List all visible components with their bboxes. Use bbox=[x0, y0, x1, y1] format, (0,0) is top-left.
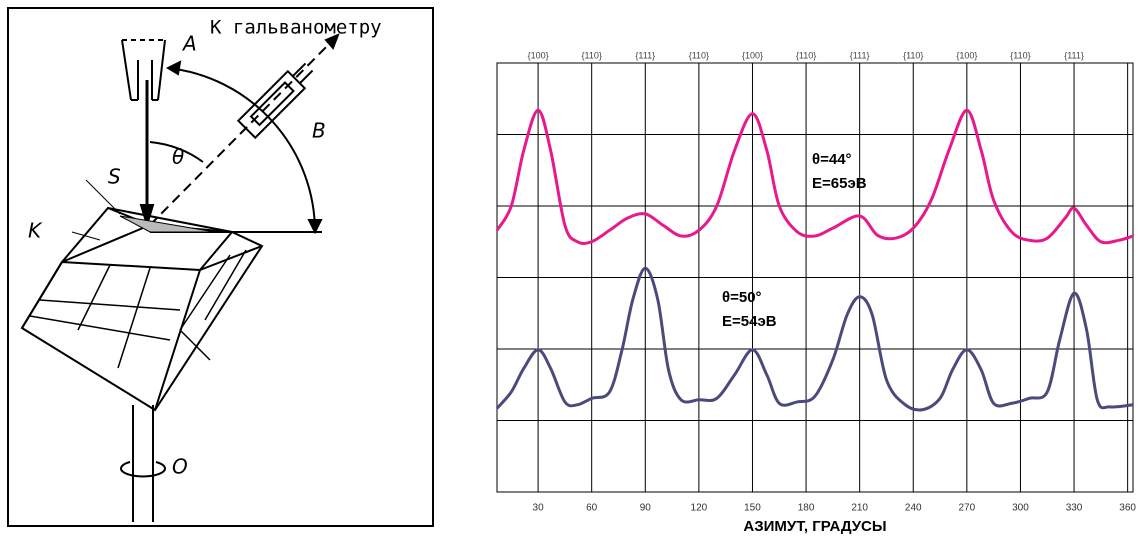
x-tick-label: 210 bbox=[851, 503, 868, 514]
apparatus-diagram: A B К гальванометру θ S K O bbox=[7, 7, 434, 527]
funnel bbox=[121, 39, 166, 101]
annotation: θ=44° bbox=[812, 151, 852, 168]
stem bbox=[132, 405, 154, 522]
label-b: B bbox=[312, 119, 326, 143]
rotation bbox=[120, 461, 166, 478]
top-label: {111} bbox=[850, 50, 870, 60]
x-tick-label: 270 bbox=[959, 503, 976, 514]
x-axis-label: АЗИМУТ, ГРАДУСЫ bbox=[743, 518, 886, 535]
x-tick-label: 360 bbox=[1119, 503, 1136, 514]
top-label: {100} bbox=[528, 50, 549, 60]
top-label: {100} bbox=[742, 50, 763, 60]
top-label: {100} bbox=[956, 50, 977, 60]
crystal-grid bbox=[29, 249, 247, 369]
top-label: {110} bbox=[689, 50, 709, 60]
x-tick-label: 330 bbox=[1066, 503, 1083, 514]
theta-arc bbox=[149, 141, 204, 163]
label-o: O bbox=[172, 455, 188, 479]
top-label: {110} bbox=[903, 50, 923, 60]
top-label: {110} bbox=[796, 50, 816, 60]
top-label: {111} bbox=[635, 50, 655, 60]
x-tick-label: 300 bbox=[1012, 503, 1029, 514]
x-tick-label: 240 bbox=[905, 503, 922, 514]
label-s: S bbox=[108, 165, 121, 189]
arc-arrows bbox=[165, 60, 323, 235]
annotation: E=65эВ bbox=[812, 175, 867, 192]
diagram-frame bbox=[7, 7, 434, 527]
top-label: {110} bbox=[581, 50, 601, 60]
label-a: A bbox=[181, 32, 197, 56]
x-tick-label: 60 bbox=[586, 503, 598, 514]
x-tick-label: 120 bbox=[691, 503, 708, 514]
scatter-arrow bbox=[324, 33, 340, 50]
data-line bbox=[495, 108, 1134, 245]
crystal-edges bbox=[21, 207, 263, 411]
annotation: θ=50° bbox=[722, 289, 762, 306]
top-label: {110} bbox=[1010, 50, 1030, 60]
crystal-face bbox=[119, 215, 216, 233]
top-label: {111} bbox=[1064, 50, 1084, 60]
detector bbox=[236, 62, 314, 140]
angle-arc bbox=[167, 67, 316, 233]
annotation: E=54эВ bbox=[722, 313, 777, 330]
label-k: K bbox=[28, 219, 43, 243]
scatter-line bbox=[149, 37, 336, 226]
label-theta: θ bbox=[172, 145, 184, 169]
x-tick-label: 30 bbox=[533, 503, 545, 514]
data-line bbox=[495, 266, 1134, 412]
x-tick-label: 180 bbox=[798, 503, 815, 514]
x-tick-label: 90 bbox=[640, 503, 652, 514]
label-galvanometer: К гальванометру bbox=[210, 17, 382, 39]
chart: 30 60 90 120 150 180 210 240 270 300 330 360 {100} {1… bbox=[495, 50, 1136, 535]
leaders bbox=[71, 179, 121, 241]
x-tick-label: 150 bbox=[744, 503, 761, 514]
